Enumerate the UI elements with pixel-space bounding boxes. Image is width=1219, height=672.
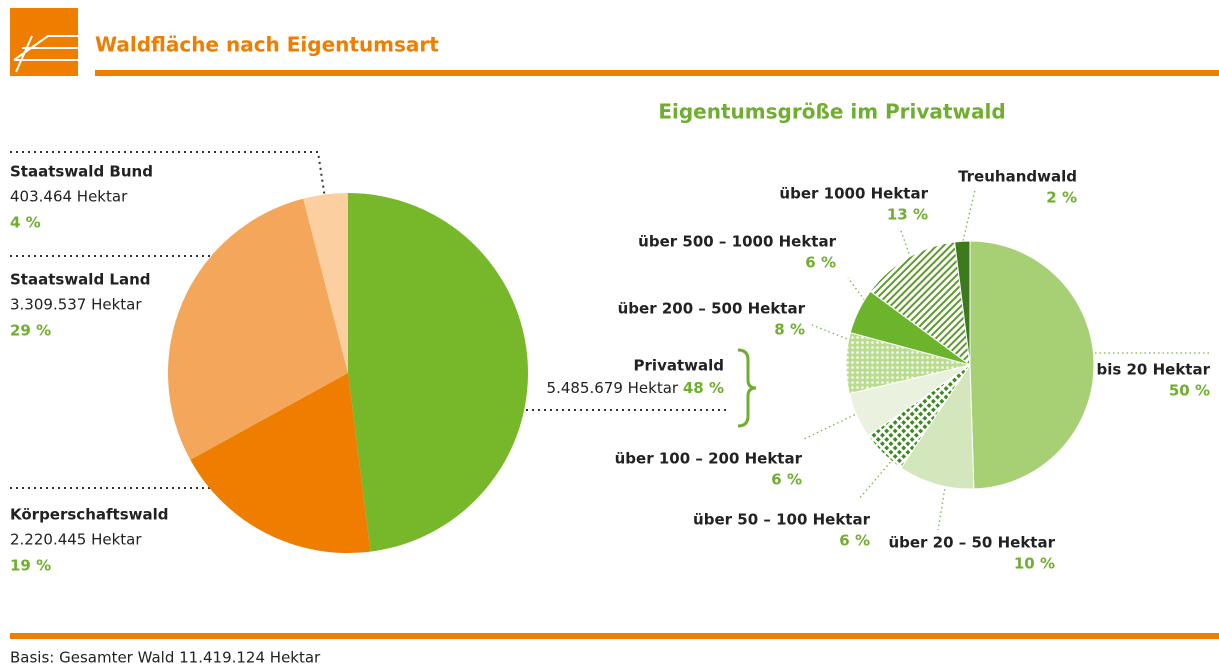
pie-slice [954, 240, 971, 366]
footnote: Basis: Gesamter Wald 11.419.124 Hektar [10, 649, 321, 667]
slice-label: bis 20 Hektar [1096, 361, 1210, 379]
slice-value: 10 % [1014, 555, 1055, 573]
footer-rule [10, 633, 1219, 639]
slice-label: über 50 – 100 Hektar [693, 511, 871, 529]
slice-label: Treuhandwald [958, 168, 1077, 186]
slice-value: 6 % [805, 254, 836, 272]
leaders [10, 151, 1212, 531]
slice-value: 4 % [10, 214, 41, 232]
slice-label: Privatwald [634, 357, 724, 375]
pie-slice [168, 198, 348, 460]
slice-value: 6 % [771, 471, 802, 489]
slice-value: 48 % [683, 379, 724, 397]
pie-slice [869, 241, 971, 367]
slice-area: 403.464 Hektar [10, 188, 128, 206]
slice-value: 6 % [839, 532, 870, 550]
slice-label: Staatswald Bund [10, 163, 153, 181]
slice-area: 2.220.445 Hektar [10, 531, 142, 549]
page-title: Waldfläche nach Eigentumsart [95, 33, 439, 57]
slice-area: 3.309.537 Hektar [10, 296, 142, 314]
pie-slice [303, 193, 348, 373]
slice-label: über 100 – 200 Hektar [615, 450, 803, 468]
slice-value: 50 % [1169, 382, 1210, 400]
pie-slice [190, 373, 371, 553]
header-rule [95, 70, 1219, 76]
slice-value: 8 % [774, 321, 805, 339]
pie-slice [969, 240, 1095, 490]
slice-value: 13 % [887, 206, 928, 224]
slice-value: 29 % [10, 322, 51, 340]
slice-value: 2 % [1046, 189, 1077, 207]
slice-label: über 1000 Hektar [779, 185, 928, 203]
slice-label: Körperschaftswald [10, 506, 168, 524]
slice-label: über 500 – 1000 Hektar [638, 233, 836, 251]
pie-slice [348, 193, 528, 552]
slice-label: über 20 – 50 Hektar [888, 534, 1055, 552]
slice-label: Staatswald Land [10, 271, 151, 289]
slice-value: 19 % [10, 557, 51, 575]
slice-area: 5.485.679 Hektar 48 % [547, 379, 724, 397]
logo [10, 8, 78, 76]
slice-area-text: 5.485.679 Hektar [547, 379, 679, 397]
chart-title: Eigentumsgröße im Privatwald [658, 100, 1005, 124]
pie-slice [900, 363, 975, 490]
slice-label: über 200 – 500 Hektar [618, 300, 806, 318]
